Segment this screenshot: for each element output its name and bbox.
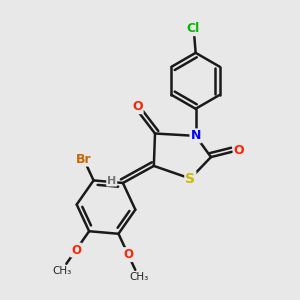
Text: H: H — [107, 176, 116, 186]
Text: O: O — [132, 100, 143, 113]
Text: O: O — [123, 248, 133, 261]
Text: N: N — [190, 129, 201, 142]
Text: CH₃: CH₃ — [52, 266, 71, 275]
Text: S: S — [185, 172, 195, 186]
Text: Cl: Cl — [187, 22, 200, 35]
Text: O: O — [71, 244, 81, 256]
Text: CH₃: CH₃ — [129, 272, 148, 282]
Text: O: O — [234, 144, 244, 157]
Text: Br: Br — [76, 153, 92, 166]
